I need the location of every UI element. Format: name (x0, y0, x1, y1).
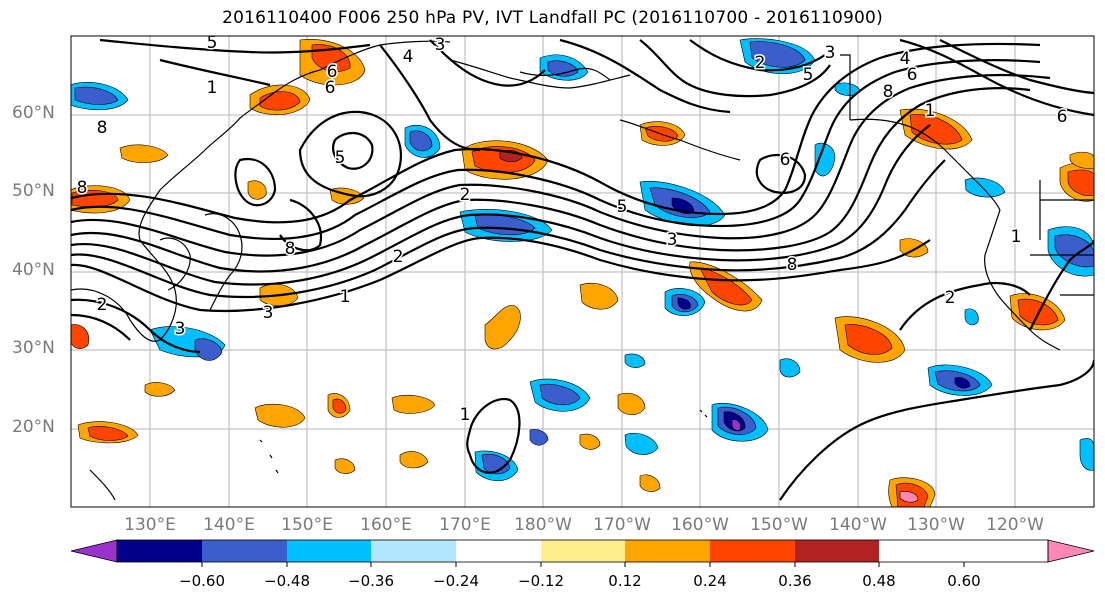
lat-label: 30°N (12, 338, 55, 358)
contour-label: 1 (340, 287, 351, 307)
contour-label: 1 (460, 405, 471, 425)
contour-label: 6 (780, 150, 791, 170)
colorbar-segment (117, 540, 202, 562)
colorbar-segment (371, 540, 456, 562)
contour-label: 8 (285, 239, 296, 259)
contour-label: 3 (175, 319, 186, 339)
lon-label: 130°E (124, 515, 176, 535)
lon-label: 160°E (360, 515, 412, 535)
contour-label: 6 (907, 65, 918, 85)
colorbar-segment (625, 540, 710, 562)
colorbar-tick-label: −0.12 (518, 572, 564, 590)
colorbar-tick-label: −0.60 (179, 572, 225, 590)
colorbar-tick-label: 0.24 (693, 572, 727, 590)
colorbar-segment (287, 540, 371, 562)
contour-label: 5 (207, 33, 218, 53)
pv-contours (71, 38, 1094, 501)
colorbar-segment (202, 540, 287, 562)
contour-label: 2 (945, 288, 956, 308)
contour-label: 2 (393, 247, 404, 267)
lon-label: 180°W (514, 515, 572, 535)
contour-label: 2 (755, 53, 766, 73)
contour-label: 6 (327, 62, 338, 82)
contour-labels: 5 4 3 6 8 1 2 3 5 6 8 6 4 5 8 2 1 3 2 5 … (75, 33, 1069, 427)
contour-label: 3 (263, 303, 274, 323)
colorbar-tick-label: −0.36 (348, 572, 394, 590)
colorbar-extend-low (70, 539, 118, 563)
contour-label: 4 (403, 47, 414, 67)
lat-label: 20°N (12, 417, 55, 437)
lat-label: 50°N (12, 181, 55, 201)
contour-label: 3 (825, 43, 836, 63)
contour-label: 8 (883, 82, 894, 102)
contour-label: 5 (803, 65, 814, 85)
contour-label: 8 (97, 118, 108, 138)
contour-label: 2 (460, 185, 471, 205)
lon-label: 140°W (829, 515, 887, 535)
lon-label: 170°W (593, 515, 651, 535)
lat-label: 40°N (12, 260, 55, 280)
lon-label: 170°E (439, 515, 491, 535)
contour-label: 3 (667, 230, 678, 250)
lon-label: 120°W (986, 515, 1044, 535)
contour-label: 8 (787, 255, 798, 275)
contour-label: 5 (617, 197, 628, 217)
lon-label: 140°E (203, 515, 255, 535)
contour-label: 6 (1057, 107, 1068, 127)
colorbar-extend-high (1047, 539, 1095, 563)
contour-label: 4 (900, 49, 911, 69)
colorbar-tick-label: −0.48 (264, 572, 310, 590)
map-title: 2016110400 F006 250 hPa PV, IVT Landfall… (222, 8, 883, 28)
colorbar-segment (710, 540, 795, 562)
colorbar-tick-label: −0.24 (433, 572, 479, 590)
colorbar-segment (795, 540, 879, 562)
lon-label: 160°W (671, 515, 729, 535)
lon-label: 150°W (750, 515, 808, 535)
pv-anomaly-fills (71, 38, 1094, 507)
contour-label: 3 (435, 35, 446, 55)
colorbar-tick-label: 0.60 (947, 572, 981, 590)
colorbar-segment (456, 540, 541, 562)
contour-label: 5 (335, 148, 346, 168)
colorbar-segment (541, 540, 625, 562)
contour-label: 1 (1011, 227, 1022, 247)
contour-label: 1 (925, 101, 936, 121)
lon-label: 130°W (907, 515, 965, 535)
contour-label: 8 (77, 178, 88, 198)
contour-label: 6 (325, 78, 336, 98)
contour-label: 2 (97, 295, 108, 315)
contour-label: 1 (207, 78, 218, 98)
colorbar-tick-label: 0.36 (778, 572, 812, 590)
lon-label: 150°E (281, 515, 333, 535)
lat-label: 60°N (12, 103, 55, 123)
colorbar-tick-label: 0.12 (608, 572, 642, 590)
colorbar-tick-label: 0.48 (862, 572, 896, 590)
